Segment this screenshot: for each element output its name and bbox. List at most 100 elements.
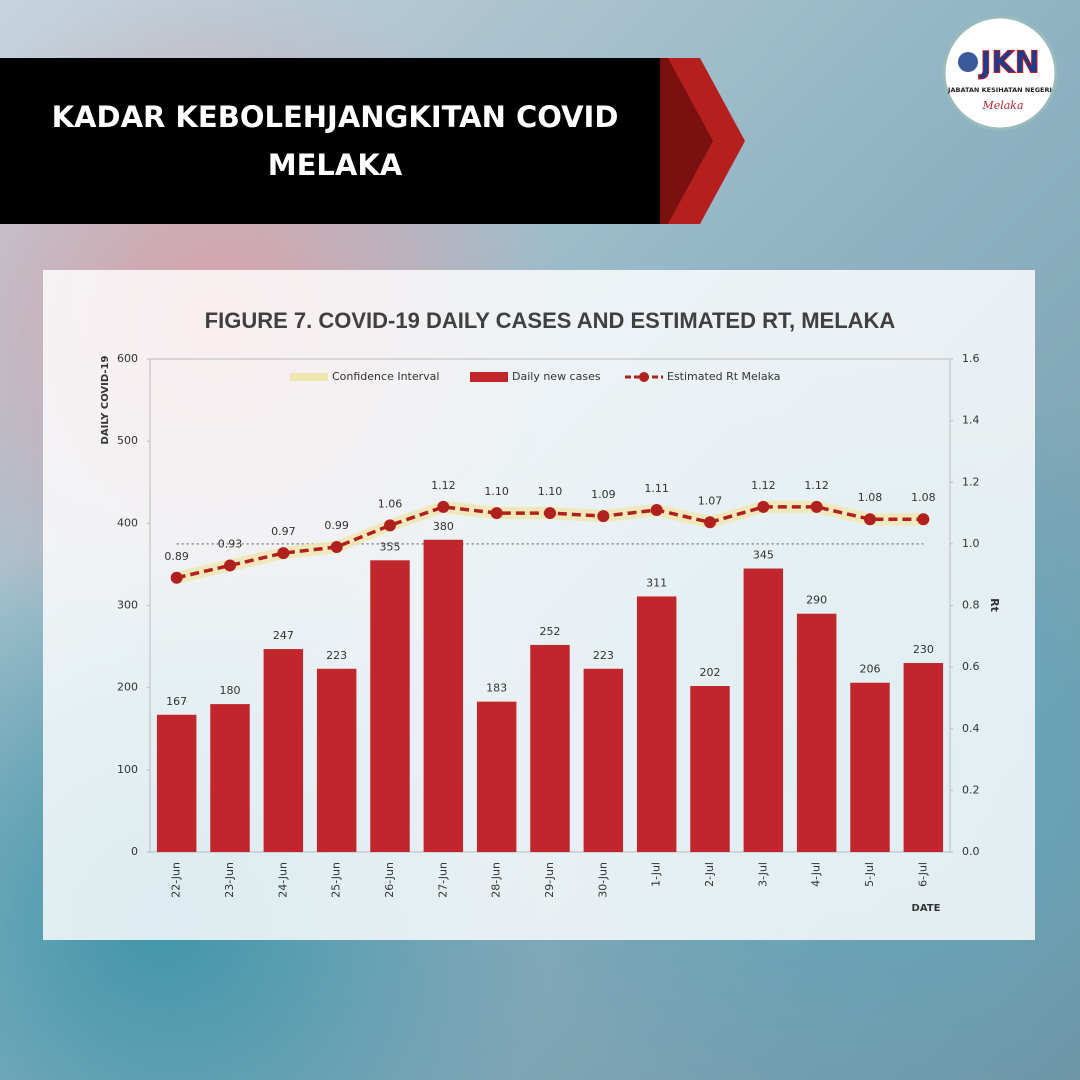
bar-value-label: 206: [860, 663, 881, 676]
y2-tick-label: 0.6: [962, 660, 980, 673]
y-axis-label: DAILY COVID-19: [100, 356, 111, 445]
bar-value-label: 345: [753, 549, 774, 562]
x-tick-label: 26-Jun: [383, 862, 396, 898]
rt-value-label: 1.08: [858, 491, 883, 504]
bar: [903, 663, 944, 852]
bar-value-label: 167: [166, 695, 187, 708]
legend-marker: [639, 372, 649, 382]
bar: [156, 714, 197, 852]
bar-value-label: 311: [646, 576, 667, 589]
rt-value-label: 0.89: [164, 550, 189, 563]
y2-tick-label: 1.0: [962, 537, 980, 550]
rt-marker: [650, 503, 663, 516]
y-tick-label: 300: [117, 599, 138, 612]
rt-value-label: 1.11: [644, 482, 669, 495]
y2-tick-label: 0.8: [962, 599, 980, 612]
y2-tick-label: 1.6: [962, 352, 980, 365]
x-tick-label: 4-Jul: [810, 862, 823, 887]
legend-label: Daily new cases: [512, 370, 601, 383]
x-tick-label: 2-Jul: [703, 862, 716, 887]
bar-value-label: 355: [380, 540, 401, 553]
x-axis-label: DATE: [912, 903, 941, 914]
x-tick-label: 29-Jun: [543, 862, 556, 898]
rt-value-label: 0.97: [271, 525, 296, 538]
y-tick-label: 200: [117, 681, 138, 694]
rt-marker: [490, 507, 503, 520]
y-tick-label: 500: [117, 434, 138, 447]
y2-tick-label: 0.0: [962, 845, 980, 858]
rt-marker: [277, 547, 290, 560]
bar-value-label: 223: [326, 649, 347, 662]
rt-marker: [864, 513, 876, 526]
legend-label: Estimated Rt Melaka: [667, 370, 781, 383]
y2-tick-label: 1.2: [962, 475, 980, 488]
rt-marker: [917, 513, 930, 526]
x-tick-label: 28-Jun: [490, 862, 503, 898]
header-band: [0, 58, 660, 224]
rt-marker: [224, 559, 236, 572]
x-tick-label: 6-Jul: [916, 862, 929, 887]
bar-value-label: 290: [806, 594, 827, 607]
y-tick-label: 600: [117, 352, 138, 365]
x-tick-label: 23-Jun: [223, 862, 236, 898]
rt-value-label: 1.08: [911, 491, 936, 504]
bar: [796, 613, 837, 852]
bar: [583, 668, 624, 852]
y2-tick-label: 1.4: [962, 414, 980, 427]
x-tick-label: 5-Jul: [863, 862, 876, 887]
rt-value-label: 1.07: [698, 494, 723, 507]
rt-marker: [437, 500, 450, 513]
bar: [370, 560, 410, 852]
bar-value-label: 180: [220, 684, 241, 697]
logo-subtitle: JABATAN KESIHATAN NEGERI: [947, 86, 1052, 94]
bar: [263, 649, 304, 852]
bar: [636, 596, 677, 852]
bar: [530, 644, 570, 852]
x-tick-label: 30-Jun: [596, 862, 609, 898]
bar-value-label: 380: [433, 520, 454, 533]
bar: [210, 704, 250, 852]
y-tick-label: 0: [131, 845, 138, 858]
rt-value-label: 1.10: [484, 485, 509, 498]
y2-axis-label: Rt: [988, 598, 1001, 612]
logo-text: JKN: [978, 46, 1040, 81]
bar: [690, 686, 730, 852]
rt-marker: [810, 500, 823, 513]
logo-signature: Melaka: [981, 99, 1023, 112]
bar: [423, 539, 464, 852]
y2-tick-label: 0.4: [962, 722, 980, 735]
x-tick-label: 3-Jul: [756, 862, 769, 887]
rt-marker: [757, 500, 770, 513]
bar-value-label: 183: [486, 682, 507, 695]
bar-value-label: 230: [913, 643, 934, 656]
bar-value-label: 223: [593, 649, 614, 662]
rt-marker: [330, 540, 343, 553]
bar-value-label: 252: [540, 625, 561, 638]
y2-tick-label: 0.2: [962, 783, 980, 796]
rt-value-label: 1.12: [431, 479, 456, 492]
rt-value-label: 0.93: [218, 537, 243, 550]
x-tick-label: 24-Jun: [276, 862, 289, 898]
bar: [476, 701, 517, 852]
rt-marker: [597, 510, 610, 523]
rt-value-label: 1.06: [378, 497, 403, 510]
chart-title: FIGURE 7. COVID-19 DAILY CASES AND ESTIM…: [205, 308, 896, 333]
x-tick-label: 27-Jun: [436, 862, 449, 898]
y-tick-label: 100: [117, 763, 138, 776]
rt-value-label: 1.10: [538, 485, 563, 498]
bar: [850, 682, 890, 852]
x-tick-label: 25-Jun: [330, 862, 343, 898]
rt-marker: [170, 571, 183, 584]
y-tick-label: 400: [117, 516, 138, 529]
x-tick-label: 22-Jun: [170, 862, 183, 898]
bar: [743, 568, 784, 852]
legend-swatch: [290, 373, 328, 381]
x-tick-label: 1-Jul: [650, 862, 663, 887]
rt-marker: [704, 516, 716, 529]
legend-swatch: [470, 372, 508, 382]
legend-label: Confidence Interval: [332, 370, 439, 383]
